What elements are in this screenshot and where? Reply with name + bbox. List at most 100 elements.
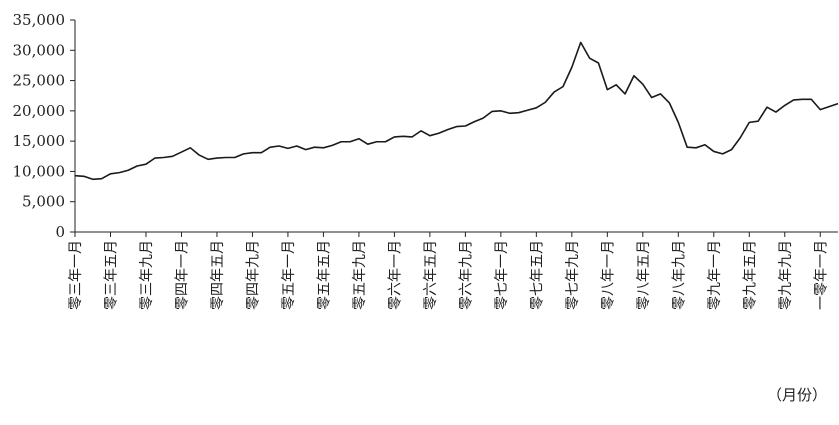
data-point [171,154,175,158]
data-point [197,153,201,157]
x-tick-label: 零六年五月 [423,240,439,310]
data-point [313,145,317,149]
data-point [481,116,485,120]
data-point [233,155,237,159]
x-tick-label: 零三年九月 [139,240,155,310]
data-point [517,111,521,115]
data-point [242,152,246,156]
data-point [73,174,77,178]
x-tick-label: 零五年一月 [281,240,297,310]
data-point [357,137,361,141]
data-point [463,124,467,128]
x-tick-label: 零七年一月 [494,240,510,310]
x-tick-label: 零九年一月 [707,240,723,310]
x-tick-label: 零四年五月 [210,240,226,310]
x-unit-label: （月份） [766,386,827,404]
data-point [215,156,219,160]
y-tick-label: 30,000 [13,41,66,59]
data-point [295,144,299,148]
data-point [126,168,130,172]
data-point [703,143,707,147]
data-point [730,148,734,152]
data-point [552,90,556,94]
series-line [74,41,839,181]
data-point [259,151,263,155]
y-tick-label: 5,000 [22,193,65,211]
data-point [179,150,183,154]
data-point [286,146,290,150]
x-tick-label: 零八年九月 [671,240,687,310]
data-point [437,131,441,135]
data-point [632,74,636,78]
data-point [428,134,432,138]
data-point [747,120,751,124]
data-point [419,129,423,133]
data-point [162,155,166,159]
x-tick-label: 零六年一月 [387,240,403,310]
x-tick-label: 零五年五月 [316,240,332,310]
data-point [472,120,476,124]
x-tick-label: 零三年五月 [103,240,119,310]
data-point [525,108,529,112]
y-tick-label: 15,000 [13,132,66,150]
x-tick-label: 零七年五月 [529,240,545,310]
y-tick-label: 20,000 [13,102,66,120]
data-point [224,155,228,159]
data-point [304,148,308,152]
data-point [774,110,778,114]
data-points [73,40,839,181]
data-point [100,177,104,181]
data-point [117,171,121,175]
data-point [659,92,663,96]
data-point [543,100,547,104]
data-point [712,149,716,153]
data-point [348,140,352,144]
data-point [188,146,192,150]
data-point [135,164,139,168]
data-point [827,105,831,109]
data-point [330,143,334,147]
x-tick-label: 零六年九月 [458,240,474,310]
data-point [410,135,414,139]
y-tick-label: 0 [55,223,65,241]
data-point [508,111,512,115]
data-point [765,105,769,109]
data-point [685,145,689,149]
data-point [384,140,388,144]
data-point [801,97,805,101]
y-axis: 0 5,000 10,000 15,000 20,000 25,000 30,000 35,0… [13,11,76,241]
data-point [321,146,325,150]
x-tick-label: 零四年一月 [174,240,190,310]
x-tick-label: 零七年九月 [565,240,581,310]
x-tick-label: 零九年九月 [778,240,794,310]
data-point [446,128,450,132]
data-point [756,119,760,123]
data-point [401,134,405,138]
data-point [91,177,95,181]
data-point [783,103,787,107]
data-point [392,135,396,139]
data-point [676,120,680,124]
data-point [375,140,379,144]
data-point [82,174,86,178]
data-point [366,142,370,146]
data-point [588,56,592,60]
data-point [561,85,565,89]
x-tick-label: 一零年一月 [813,240,829,310]
data-point [623,92,627,96]
data-point [455,125,459,129]
data-point [250,151,254,155]
y-tick-label: 10,000 [13,162,66,180]
x-tick-label: 零八年一月 [600,240,616,310]
x-tick-label: 零九年五月 [742,240,758,310]
x-tick-label: 零三年一月 [68,240,84,310]
data-point [144,162,148,166]
data-point [579,40,583,44]
data-point [268,145,272,149]
data-point [792,98,796,102]
data-point [818,108,822,112]
data-point [694,146,698,150]
data-point [277,144,281,148]
data-point [108,172,112,176]
